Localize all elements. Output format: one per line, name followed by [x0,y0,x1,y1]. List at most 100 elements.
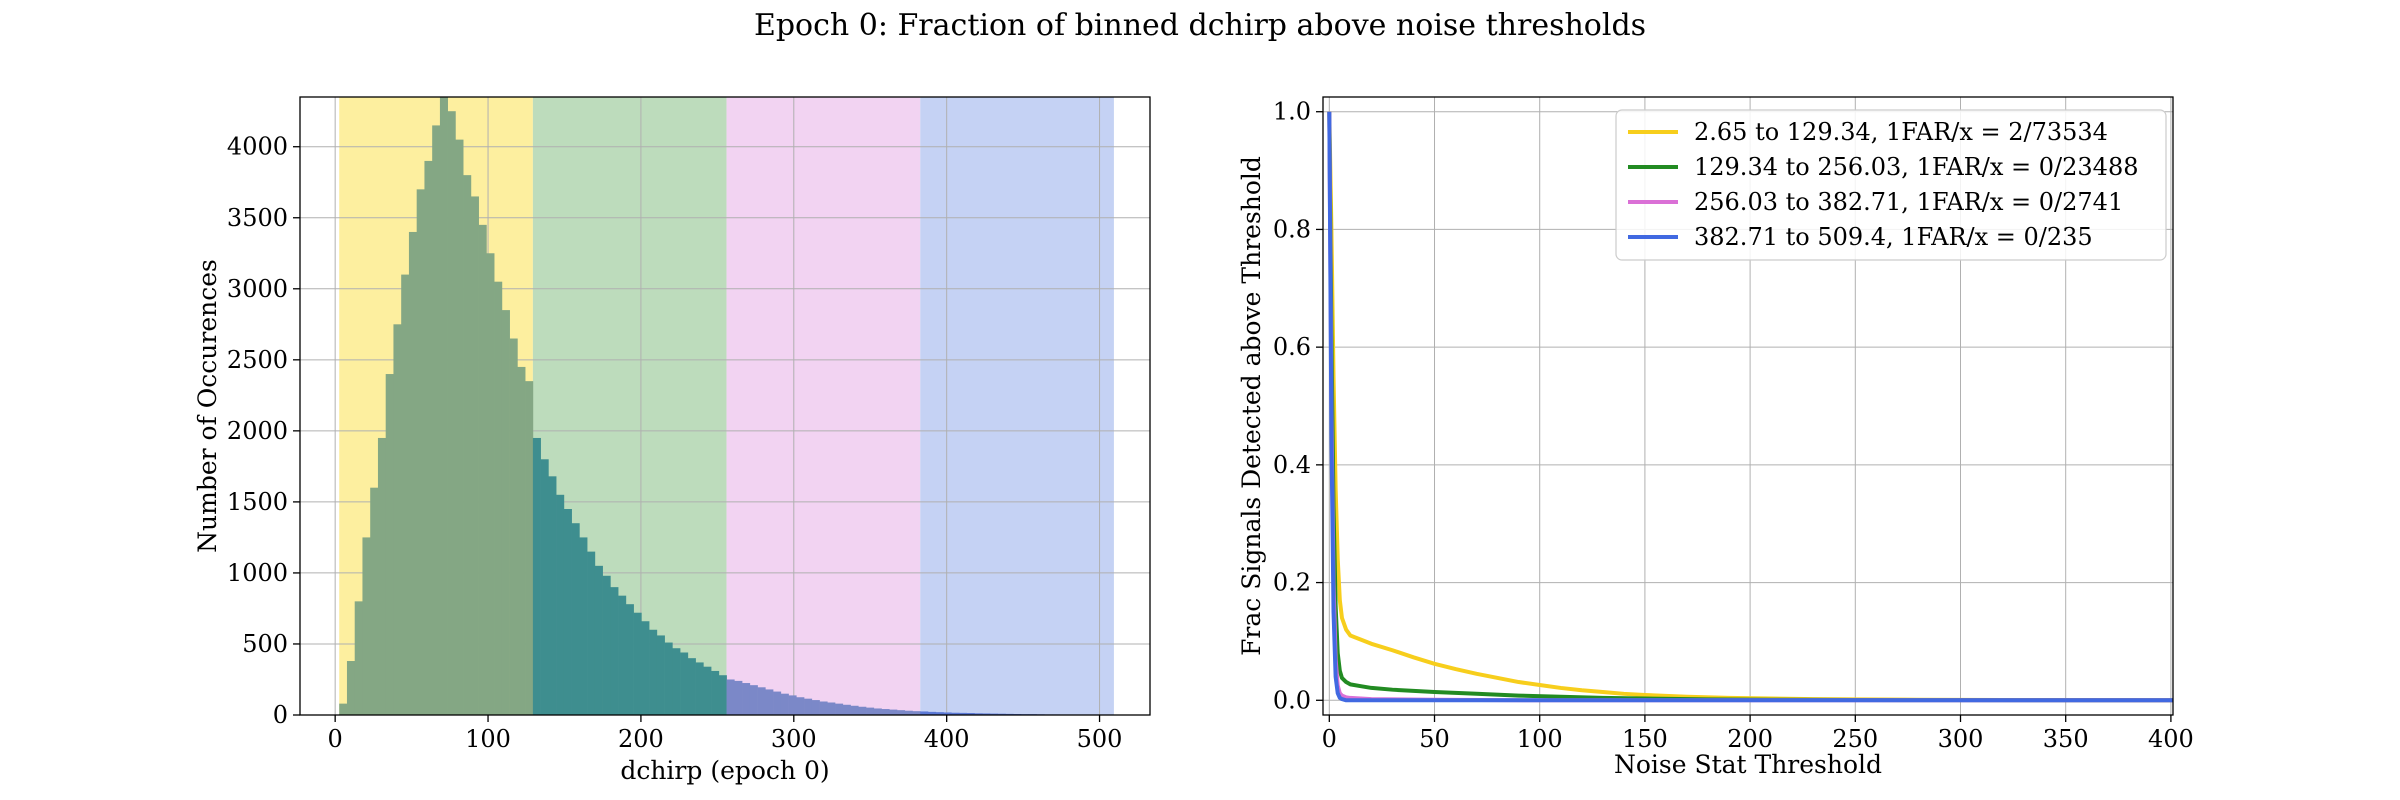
histogram-bar [439,97,448,715]
histogram-bar [540,459,549,715]
histogram-bar [819,701,828,715]
y-axis-label: Frac Signals Detected above Threshold [1237,156,1266,656]
histogram-chart: 0 100 200 300 400 500 0 500 1000 1500 2000 2500 3000… [193,96,1151,785]
histogram-bar [703,666,712,715]
histogram-bar [633,612,642,715]
histogram-bar [765,689,774,715]
histogram-bar [734,680,743,715]
y-tick-label: 3000 [227,275,288,303]
histogram-bar [904,710,913,715]
x-tick-label: 300 [1938,725,1984,753]
histogram-bar [897,710,906,715]
histogram-bar [517,366,526,715]
y-tick-label: 0.6 [1273,333,1311,361]
histogram-bar [711,670,720,715]
x-axis-label: dchirp (epoch 0) [620,756,829,785]
x-tick-label: 350 [2043,725,2089,753]
y-tick-label: 2000 [227,417,288,445]
x-tick-label: 200 [618,725,664,753]
histogram-bar [881,709,890,715]
series-line-3 [1327,111,2173,703]
histogram-bar [726,679,735,715]
histogram-bar [455,139,464,715]
legend-label-2: 256.03 to 382.71, 1FAR/x = 0/2741 [1694,188,2123,216]
x-tick-label: 0 [328,725,343,753]
histogram-bar [873,708,882,715]
histogram-bar [835,703,844,715]
histogram-bar [827,702,836,715]
y-axis-label: Number of Occurences [193,259,222,553]
histogram-bar [641,621,650,715]
histogram-bar [804,698,813,715]
histogram-bar [780,693,789,715]
histogram-bar [346,661,356,715]
histogram-bar [796,697,805,715]
histogram-bar [656,635,665,715]
histogram-bar [339,703,348,715]
histogram-bar [974,713,983,715]
histogram-bar [757,687,766,715]
histogram-bar [486,253,495,715]
histogram-bar [587,551,596,715]
x-tick-label: 100 [465,725,511,753]
histogram-bar [494,281,503,715]
histogram-bar [718,675,727,715]
y-tick-label: 0 [273,701,288,729]
histogram-bar [858,706,867,715]
band-3 [920,97,1114,715]
histogram-bar [649,629,658,715]
y-tick-label: 3500 [227,204,288,232]
plot-frame [1322,96,2174,716]
histogram-bar [811,700,820,715]
histogram-bar [548,476,557,715]
histogram-bar [563,509,572,715]
histogram-bar [424,160,433,715]
y-tick-label: 0.8 [1273,215,1311,243]
y-tick-label: 1500 [227,488,288,516]
x-tick-label: 150 [1622,725,1668,753]
histogram-bar [408,231,417,715]
x-tick-label: 250 [1832,725,1878,753]
legend-label-0: 2.65 to 129.34, 1FAR/x = 2/73534 [1694,118,2108,146]
y-tick-label: 1000 [227,559,288,587]
histogram-bar [982,713,991,715]
y-tick-label: 0.0 [1273,686,1311,714]
histogram-bar [935,712,944,715]
x-tick-label: 400 [2148,725,2194,753]
histogram-bar [463,175,472,715]
histogram-bar [966,713,975,715]
legend-label-3: 382.71 to 509.4, 1FAR/x = 0/235 [1694,223,2093,251]
histogram-bar [594,565,603,715]
histogram-bar [842,704,851,715]
histogram-bar [788,695,797,715]
x-tick-label: 0 [1322,725,1337,753]
histogram-bar [385,374,394,715]
histogram-bar [695,662,704,715]
band-2 [726,97,921,715]
plot-frame [299,96,1151,716]
y-tick-label: 0.2 [1273,569,1311,597]
line-chart: 0 50 100 150 200 250 300 350 400 0.0 0.2 0.4 0.6 0.8 1… [1237,96,2194,779]
histogram-bar [680,652,689,715]
y-tick-label: 4000 [227,133,288,161]
legend-box [1615,109,2167,261]
histogram-bar [416,189,425,715]
histogram-bar [664,642,673,715]
legend-label-1: 129.34 to 256.03, 1FAR/x = 0/23488 [1694,153,2139,181]
y-tick-label: 2500 [227,346,288,374]
histogram-bar [672,648,681,715]
figure-title: Epoch 0: Fraction of binned dchirp above… [753,8,1647,43]
x-tick-label: 50 [1419,725,1450,753]
x-tick-label: 400 [924,725,970,753]
histogram-bar [478,224,487,716]
histogram-bar [920,711,929,715]
histogram-bar [618,595,627,715]
x-tick-label: 200 [1727,725,1773,753]
legend: 2.65 to 129.34, 1FAR/x = 2/73534 129.34 t… [1615,109,2167,261]
histogram-bar [889,709,898,715]
histogram-bar [742,683,751,715]
histogram-bar [912,711,921,715]
histogram-bar [525,381,534,715]
y-tick-label: 0.4 [1273,451,1311,479]
